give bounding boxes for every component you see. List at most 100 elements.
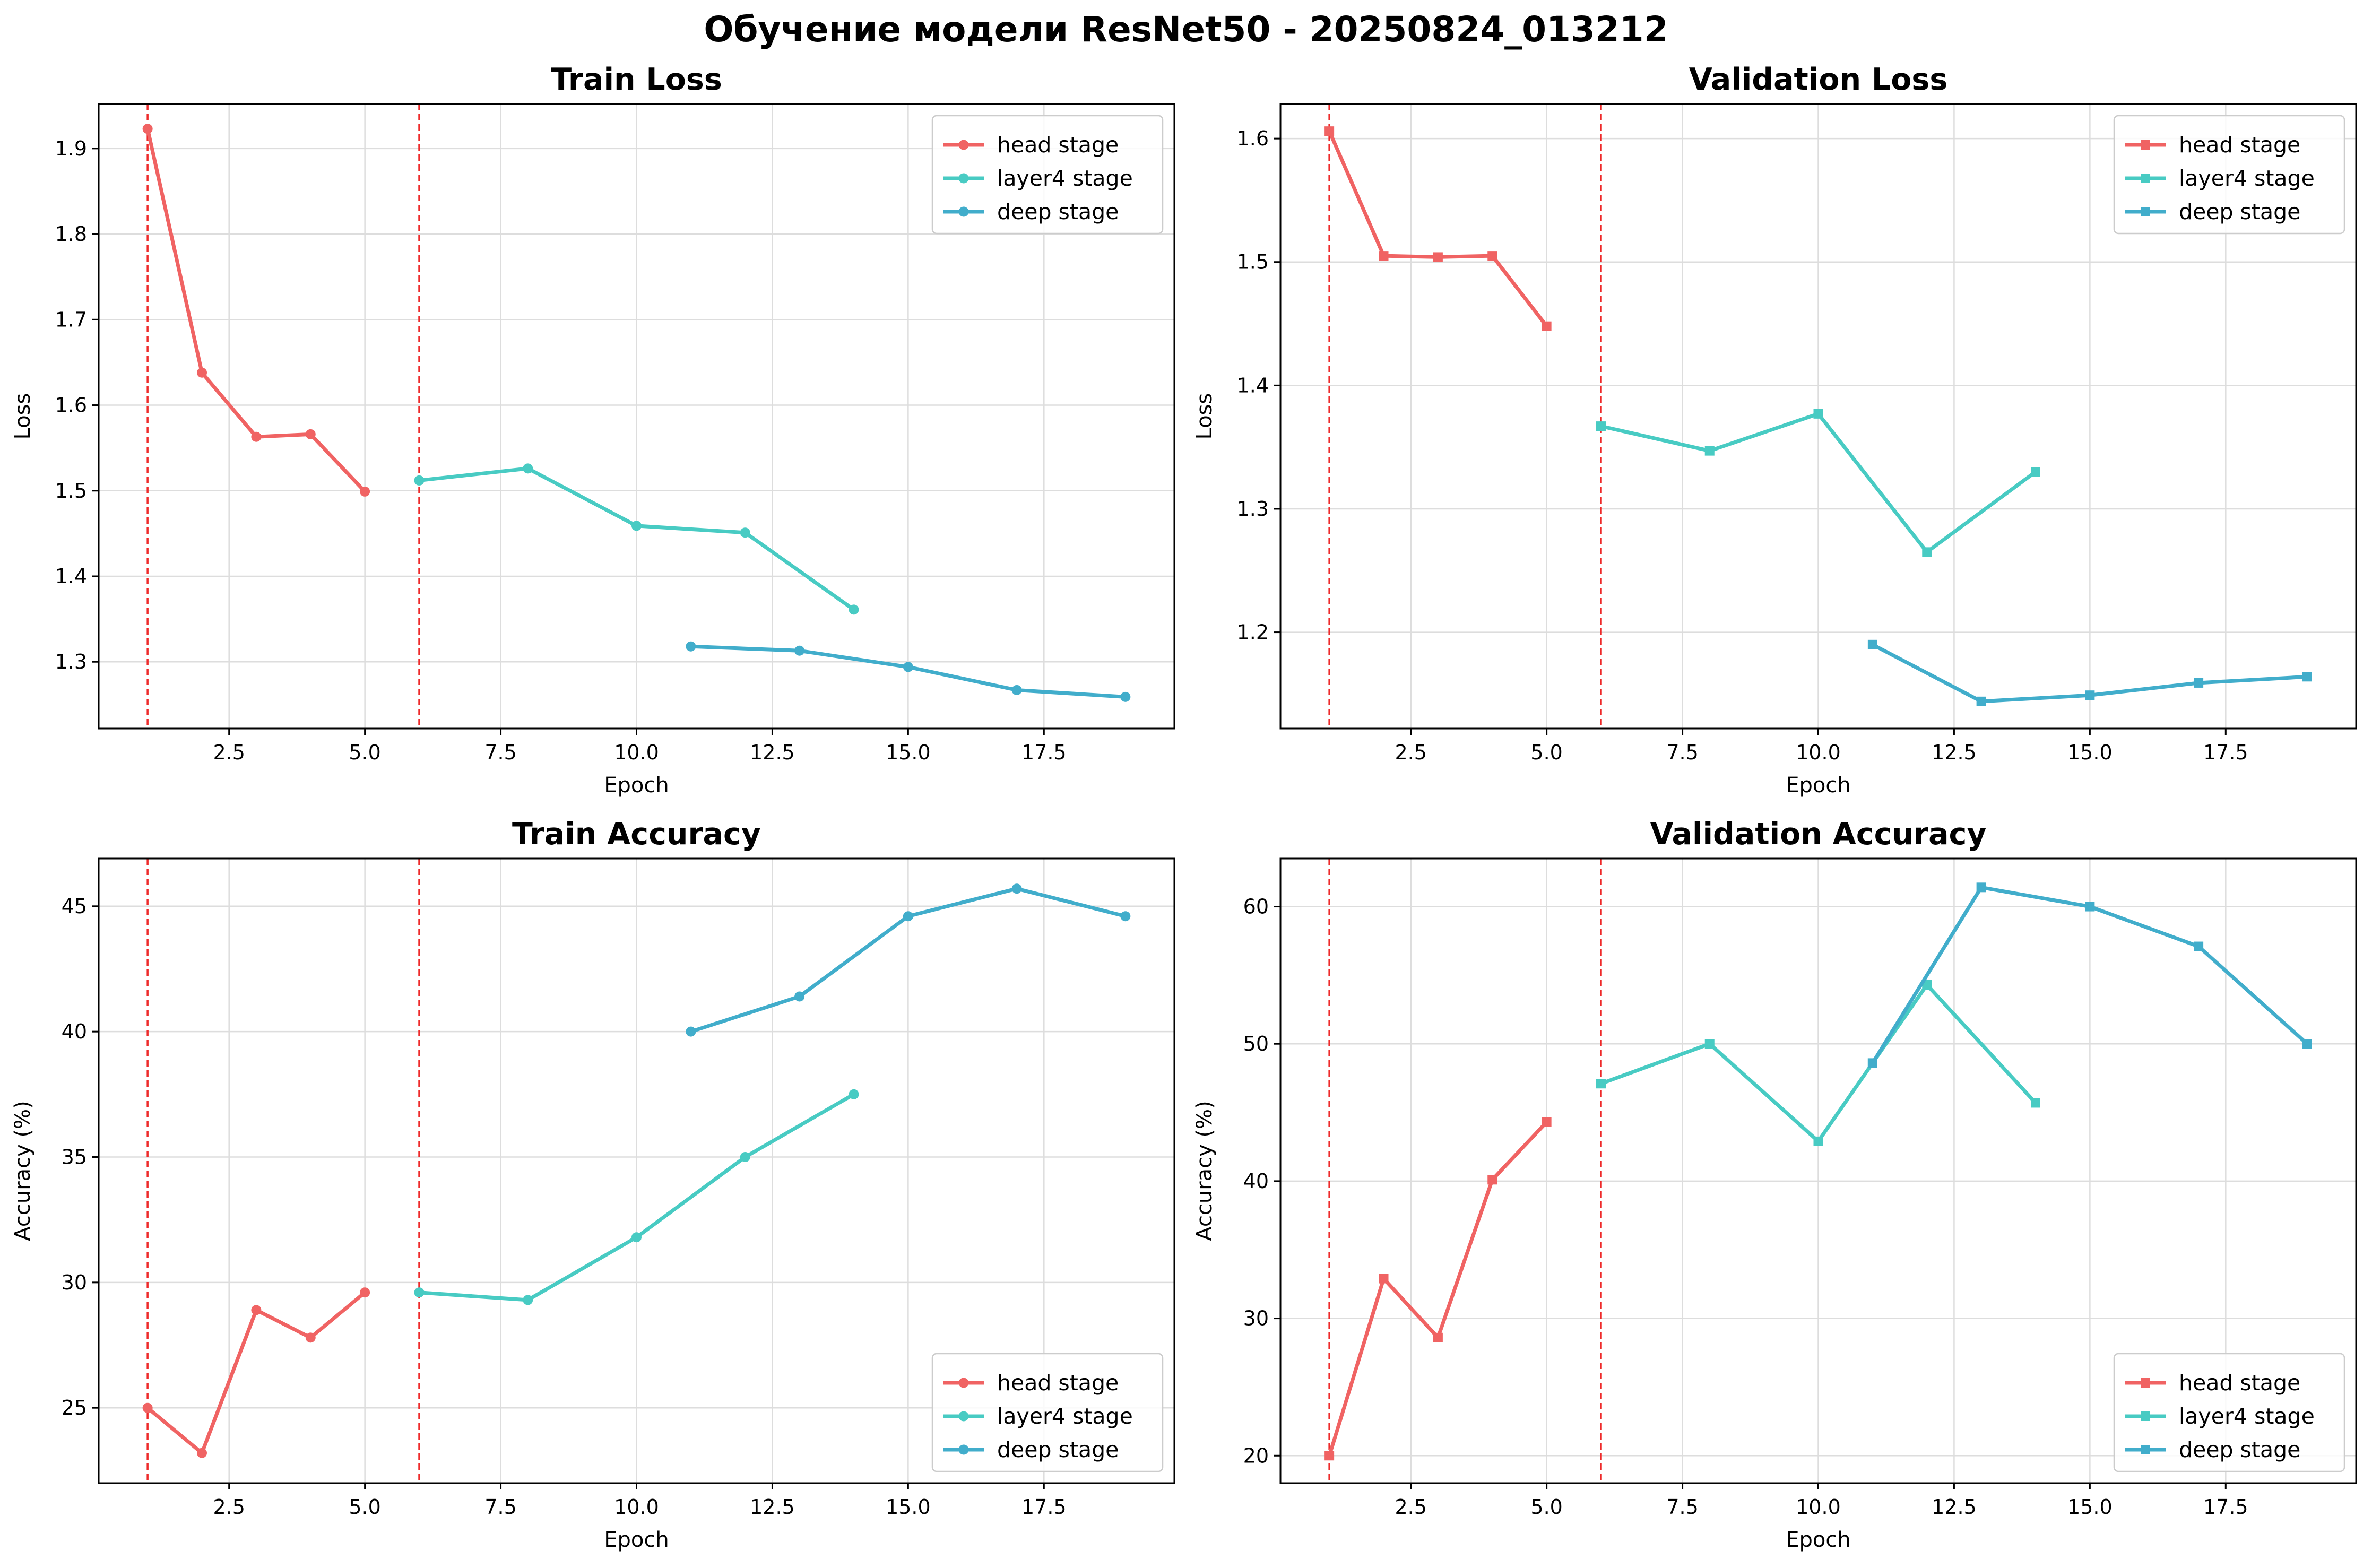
chart-3-x-tick-label-2: 5.0 bbox=[349, 1495, 380, 1519]
chart-3-layer4-point-2 bbox=[523, 1295, 533, 1305]
chart-4-deep-point-4 bbox=[2194, 941, 2204, 951]
chart-4-head-point-5 bbox=[1542, 1117, 1552, 1127]
chart-4-x-tick-label-1: 2.5 bbox=[1395, 1495, 1426, 1519]
chart-1-legend-swatch-marker-deep bbox=[958, 206, 969, 217]
chart-3-legend-label-deep: deep stage bbox=[997, 1437, 1119, 1462]
chart-4-legend-entry-head: head stage bbox=[2125, 1370, 2300, 1396]
chart-panels: 2.5 5.0 7.5 10.0 12.5 15.0 17.5 1.3 1.4 1.5 1.6 1.7… bbox=[11, 62, 2357, 1552]
chart-4-x-axis-label: Epoch bbox=[1786, 1528, 1850, 1552]
chart-1-x-tick-label-1: 2.5 bbox=[213, 741, 245, 764]
chart-1-legend: head stage layer4 stage deep stage bbox=[931, 115, 1164, 235]
chart-2-head-point-5 bbox=[1542, 321, 1552, 331]
chart-1-head-point-5 bbox=[360, 486, 370, 497]
chart-2-layer4-point-4 bbox=[1922, 547, 1932, 557]
chart-3-legend-entry-head: head stage bbox=[943, 1370, 1119, 1396]
chart-3-panel: 2.5 5.0 7.5 10.0 12.5 15.0 17.5 25 30 35 40 45 Train… bbox=[11, 817, 1175, 1552]
chart-2-x-tick-label-7: 17.5 bbox=[2203, 741, 2248, 764]
chart-1-deep-point-4 bbox=[1011, 685, 1022, 695]
chart-1-series-deep bbox=[686, 641, 1131, 702]
chart-2-head-point-4 bbox=[1487, 251, 1497, 261]
chart-1-legend-entry-layer4: layer4 stage bbox=[943, 166, 1133, 191]
chart-2-legend: head stage layer4 stage deep stage bbox=[2113, 115, 2345, 235]
chart-3-layer4-point-3 bbox=[631, 1232, 642, 1243]
chart-3-deep-point-5 bbox=[1120, 911, 1131, 922]
chart-1-legend-entry-deep: deep stage bbox=[943, 199, 1119, 224]
chart-1-y-tick-label-4: 1.6 bbox=[55, 394, 87, 417]
chart-2-deep-point-5 bbox=[2302, 672, 2312, 682]
chart-4-title: Validation Accuracy bbox=[1650, 817, 1987, 852]
chart-4-y-tick-label-2: 30 bbox=[1243, 1307, 1269, 1330]
chart-2-panel: 2.5 5.0 7.5 10.0 12.5 15.0 17.5 1.2 1.3 1.4 1.5 1.6… bbox=[1192, 62, 2357, 798]
chart-1-layer4-point-1 bbox=[414, 475, 425, 486]
chart-2-x-tick-label-6: 15.0 bbox=[2067, 741, 2113, 764]
chart-2-legend-entry-deep: deep stage bbox=[2125, 199, 2300, 224]
chart-2-x-tick-label-4: 10.0 bbox=[1796, 741, 1841, 764]
chart-4-layer4-point-6 bbox=[2030, 1098, 2040, 1108]
chart-1-x-tick-label-3: 7.5 bbox=[484, 741, 516, 764]
chart-1-x-tick-label-6: 15.0 bbox=[886, 741, 931, 764]
chart-1-x-tick-label-2: 5.0 bbox=[349, 741, 380, 764]
chart-1-series-layer4 bbox=[414, 463, 859, 615]
chart-1-legend-box bbox=[931, 115, 1164, 235]
chart-3-y-tick-label-5: 45 bbox=[62, 895, 87, 918]
chart-2-series-layer4 bbox=[1596, 409, 2040, 557]
chart-4-legend-swatch-marker-deep bbox=[2141, 1445, 2150, 1454]
chart-2-head-point-3 bbox=[1433, 252, 1443, 262]
chart-1-head-point-4 bbox=[305, 429, 316, 439]
chart-1-legend-swatch-marker-head bbox=[958, 140, 969, 150]
chart-3-legend-entry-layer4: layer4 stage bbox=[943, 1404, 1133, 1429]
chart-2-legend-swatch-marker-deep bbox=[2141, 207, 2150, 216]
chart-4-head-point-4 bbox=[1487, 1175, 1497, 1185]
chart-1-deep-point-1 bbox=[686, 641, 696, 652]
chart-3-layer4-point-4 bbox=[740, 1152, 750, 1163]
chart-3-legend-swatch-marker-head bbox=[958, 1378, 969, 1388]
chart-1-x-tick-label-7: 17.5 bbox=[1021, 741, 1067, 764]
chart-3-legend-swatch-marker-layer4 bbox=[958, 1411, 969, 1422]
chart-4-panel: 2.5 5.0 7.5 10.0 12.5 15.0 17.5 20 30 40 50 60 Valid… bbox=[1192, 817, 2357, 1552]
chart-2-y-tick-label-5: 1.6 bbox=[1237, 127, 1269, 150]
chart-3-series-deep bbox=[686, 883, 1131, 1037]
chart-1-y-tick-label-5: 1.7 bbox=[55, 308, 87, 331]
chart-2-layer4-point-3 bbox=[1813, 409, 1823, 419]
chart-3-x-tick-label-4: 10.0 bbox=[614, 1495, 659, 1519]
chart-2-layer4-point-5 bbox=[2030, 467, 2040, 477]
chart-3-series-head bbox=[142, 1287, 370, 1458]
chart-4-series-head bbox=[1324, 1117, 1552, 1461]
chart-3-deep-point-3 bbox=[903, 911, 913, 922]
chart-1-y-tick-label-6: 1.8 bbox=[55, 222, 87, 246]
chart-2-legend-label-head: head stage bbox=[2179, 132, 2300, 158]
chart-4-x-tick-label-5: 12.5 bbox=[1932, 1495, 1977, 1519]
chart-1-y-tick-label-3: 1.5 bbox=[55, 479, 87, 503]
chart-3-layer4-point-5 bbox=[849, 1089, 859, 1099]
chart-3-y-tick-label-4: 40 bbox=[62, 1020, 87, 1043]
chart-3-legend-label-head: head stage bbox=[997, 1370, 1119, 1396]
chart-1-panel: 2.5 5.0 7.5 10.0 12.5 15.0 17.5 1.3 1.4 1.5 1.6 1.7… bbox=[11, 62, 1175, 798]
chart-4-legend-entry-layer4: layer4 stage bbox=[2125, 1404, 2315, 1429]
chart-1-deep-point-3 bbox=[903, 662, 913, 672]
chart-4-deep-point-3 bbox=[2085, 902, 2095, 912]
chart-2-legend-label-layer4: layer4 stage bbox=[2179, 166, 2315, 191]
chart-2-legend-entry-head: head stage bbox=[2125, 132, 2300, 158]
chart-2-y-tick-label-3: 1.4 bbox=[1237, 374, 1269, 397]
chart-4-y-tick-label-5: 60 bbox=[1243, 895, 1269, 919]
chart-4-y-tick-label-1: 20 bbox=[1243, 1444, 1269, 1467]
chart-1-title: Train Loss bbox=[551, 62, 722, 97]
chart-2-legend-swatch-marker-head bbox=[2141, 140, 2150, 150]
chart-3-title: Train Accuracy bbox=[512, 817, 761, 852]
chart-2-x-tick-label-3: 7.5 bbox=[1666, 741, 1698, 764]
chart-3-head-point-3 bbox=[251, 1305, 262, 1315]
chart-1-layer4-point-5 bbox=[849, 604, 859, 615]
chart-3-x-axis-label: Epoch bbox=[604, 1528, 669, 1552]
chart-1-x-axis-label: Epoch bbox=[604, 773, 669, 798]
chart-2-legend-label-deep: deep stage bbox=[2179, 199, 2300, 224]
chart-3-head-point-1 bbox=[142, 1402, 153, 1413]
chart-1-head-point-1 bbox=[142, 124, 153, 134]
chart-1-head-point-2 bbox=[197, 367, 207, 378]
chart-4-y-tick-label-4: 50 bbox=[1243, 1032, 1269, 1055]
chart-1-y-tick-label-1: 1.3 bbox=[55, 650, 87, 673]
chart-2-head-point-2 bbox=[1379, 251, 1389, 261]
chart-1-legend-label-deep: deep stage bbox=[997, 199, 1119, 224]
chart-4-layer4-point-1 bbox=[1596, 1079, 1606, 1089]
chart-1-legend-swatch-marker-layer4 bbox=[958, 173, 969, 184]
chart-4-deep-point-5 bbox=[2302, 1039, 2312, 1049]
